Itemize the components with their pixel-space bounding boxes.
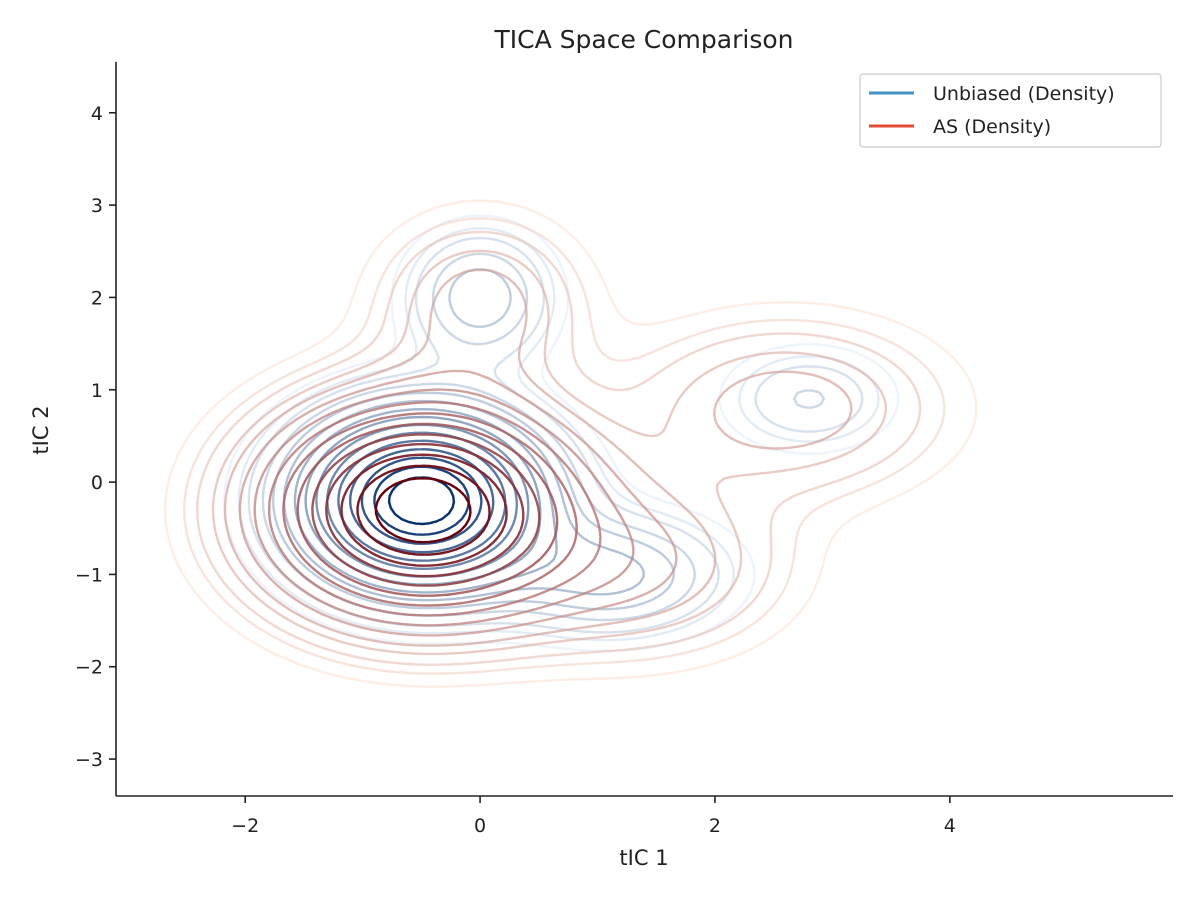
contour-line-as	[282, 412, 578, 607]
legend: Unbiased (Density) AS (Density)	[859, 73, 1162, 148]
y-tick-label: 3	[91, 195, 103, 217]
contour-line-as	[183, 217, 946, 675]
contour-line-as	[325, 442, 525, 578]
legend-label-unbiased: Unbiased (Density)	[933, 83, 1115, 105]
contour-line-as	[268, 401, 602, 617]
y-ticks: −3 −2 −1 0 1 2 3 4	[75, 103, 116, 771]
contour-line-as	[356, 464, 491, 556]
contour-line-as	[311, 433, 541, 587]
y-tick-label: 2	[91, 287, 103, 309]
contour-line-unbiased	[373, 465, 470, 536]
x-axis-label: tIC 1	[619, 846, 668, 870]
contour-line-as	[340, 453, 508, 567]
y-tick-label: 0	[91, 472, 103, 494]
contour-line-unbiased	[337, 439, 507, 562]
y-axis-label: tIC 2	[29, 405, 53, 454]
legend-label-as: AS (Density)	[933, 116, 1051, 138]
x-tick-label: 4	[944, 815, 956, 837]
x-tick-label: 0	[474, 815, 486, 837]
x-tick-label: −2	[231, 815, 259, 837]
y-tick-label: 4	[91, 103, 103, 125]
contour-line-as	[196, 230, 922, 666]
y-tick-label: −2	[75, 657, 103, 679]
contour-line-as	[164, 199, 978, 688]
x-tick-label: 2	[709, 815, 721, 837]
contour-line-as	[211, 249, 887, 656]
y-tick-label: −3	[75, 749, 103, 771]
contour-line-unbiased	[387, 476, 456, 526]
contour-line-as	[296, 422, 559, 597]
contour-line-as	[238, 369, 678, 637]
chart-title: TICA Space Comparison	[494, 25, 794, 54]
contours-layer	[164, 199, 978, 688]
contour-line-unbiased	[272, 268, 675, 611]
contour-line-as	[253, 388, 635, 627]
contour-line-as	[374, 477, 472, 544]
legend-box	[859, 73, 1162, 148]
contour-line-as	[223, 268, 853, 647]
y-tick-label: 1	[91, 380, 103, 402]
contour-line-unbiased	[360, 456, 483, 545]
y-tick-label: −1	[75, 564, 103, 586]
x-ticks: −2 0 2 4	[231, 796, 956, 837]
